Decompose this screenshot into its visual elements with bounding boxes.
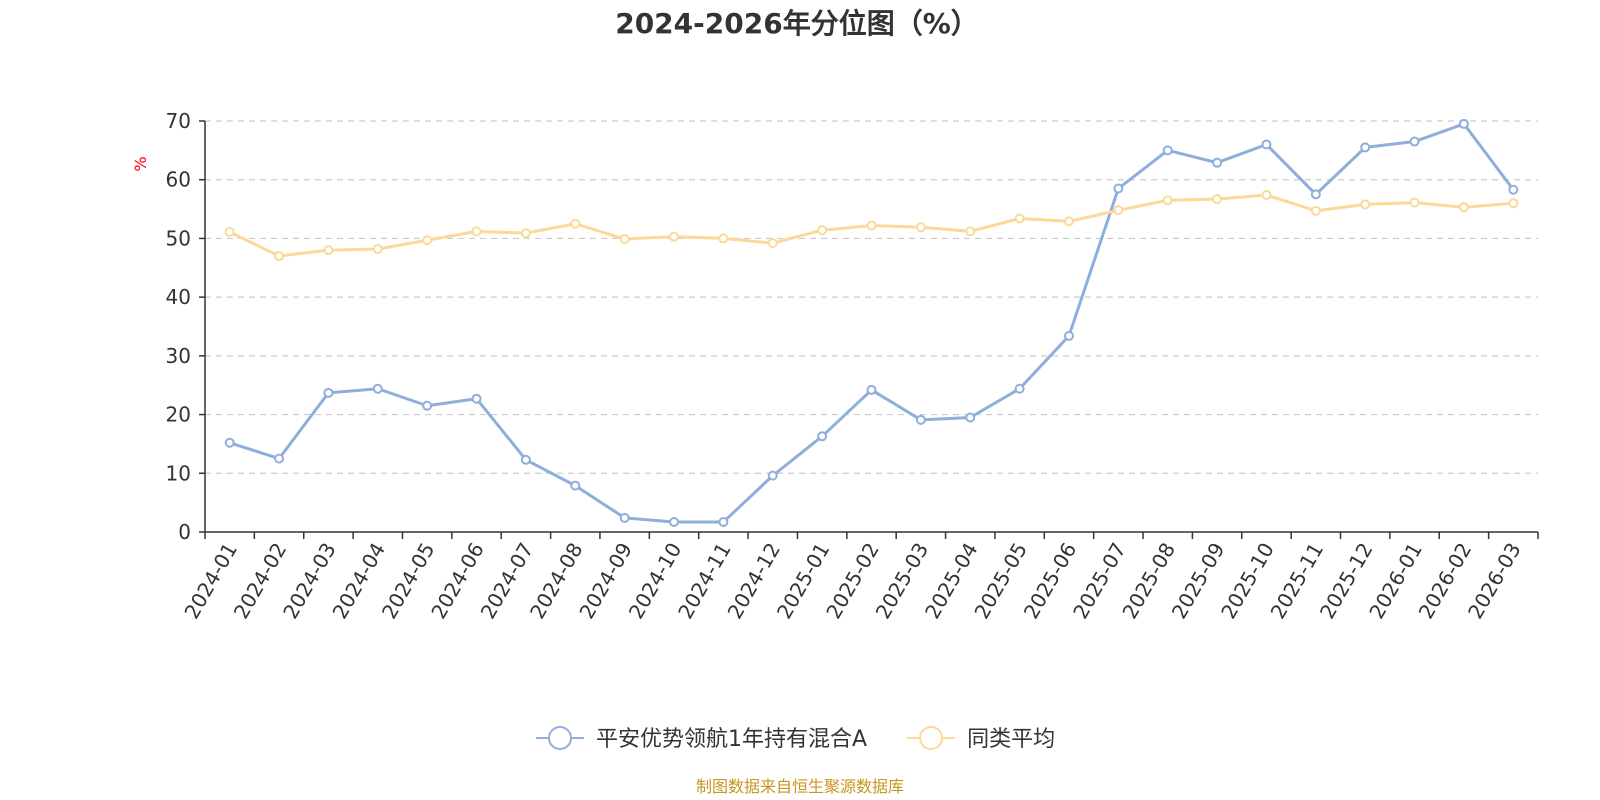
series-0-point	[1261, 139, 1272, 150]
series-0-point	[520, 454, 531, 465]
series-0-point	[1310, 189, 1321, 200]
series-1-point	[1113, 205, 1124, 216]
series-1-point	[323, 245, 334, 256]
series-1-point	[718, 233, 729, 244]
series-0-point	[570, 480, 581, 491]
series-0-point	[1162, 145, 1173, 156]
series-0-point	[767, 470, 778, 481]
legend-marker-0	[548, 726, 572, 750]
legend-label-0: 平安优势领航1年持有混合A	[596, 727, 867, 752]
y-tick-label: 60	[166, 168, 191, 192]
legend-label-1: 同类平均	[967, 727, 1055, 752]
axes	[199, 120, 1539, 539]
series-1-point	[1063, 216, 1074, 227]
series-0-point	[471, 393, 482, 404]
series-0-point	[866, 384, 877, 395]
series-0-point	[718, 517, 729, 528]
series-1-point	[1508, 198, 1519, 209]
y-tick-label: 70	[166, 109, 191, 133]
y-tick-labels: 0 10 20 30 40 50 60 70	[166, 109, 191, 544]
chart-title: 2024-2026年分位图（%）	[615, 7, 979, 40]
series-1-point	[422, 235, 433, 246]
series-lines	[224, 118, 1519, 528]
series-1-point	[1310, 205, 1321, 216]
series-1-point	[372, 243, 383, 254]
series-0-point	[965, 412, 976, 423]
series-0-point	[372, 383, 383, 394]
series-1-point	[1162, 195, 1173, 206]
series-1-point	[570, 218, 581, 229]
y-tick-label: 10	[166, 461, 191, 485]
series-0-point	[1212, 157, 1223, 168]
series-0-point	[422, 400, 433, 411]
series-0-point	[323, 387, 334, 398]
series-1-point	[274, 251, 285, 262]
series-0-point	[915, 414, 926, 425]
series-0-point	[1014, 383, 1025, 394]
series-1-point	[619, 234, 630, 245]
series-1-point	[1261, 189, 1272, 200]
y-tick-label: 20	[166, 403, 191, 427]
series-0-point	[1458, 118, 1469, 129]
y-axis-unit: %	[131, 156, 150, 171]
series-0-point	[1360, 142, 1371, 153]
series-1-point	[224, 226, 235, 237]
series-0-point	[1063, 330, 1074, 341]
series-0-point	[224, 437, 235, 448]
data-source-note: 制图数据来自恒生聚源数据库	[696, 777, 904, 796]
series-1-point	[1360, 199, 1371, 210]
y-tick-label: 0	[178, 520, 191, 544]
y-tick-label: 50	[166, 226, 191, 250]
series-1-point	[915, 222, 926, 233]
series-1-point	[1212, 194, 1223, 205]
series-1-point	[767, 238, 778, 249]
y-tick-label: 30	[166, 344, 191, 368]
series-0-point	[669, 517, 680, 528]
series-0-point	[619, 512, 630, 523]
y-tick-label: 40	[166, 285, 191, 309]
series-1-point	[471, 226, 482, 237]
series-1-point	[669, 231, 680, 242]
series-1-point	[1409, 197, 1420, 208]
series-1-point	[520, 228, 531, 239]
series-1-point	[1014, 213, 1025, 224]
series-0-point	[1508, 184, 1519, 195]
series-0-point	[1409, 136, 1420, 147]
series-1-point	[817, 225, 828, 236]
x-tick-labels: 2024-012024-022024-032024-042024-052024-…	[179, 539, 1525, 623]
series-1-point	[866, 220, 877, 231]
legend-marker-1	[919, 726, 944, 750]
series-0-point	[1113, 183, 1124, 194]
series-1-point	[1458, 202, 1469, 213]
series-line-0	[229, 122, 1515, 524]
series-0-point	[817, 431, 828, 442]
legend: 平安优势领航1年持有混合A 同类平均	[536, 726, 1055, 752]
series-0-point	[274, 453, 285, 464]
series-1-point	[965, 226, 976, 237]
